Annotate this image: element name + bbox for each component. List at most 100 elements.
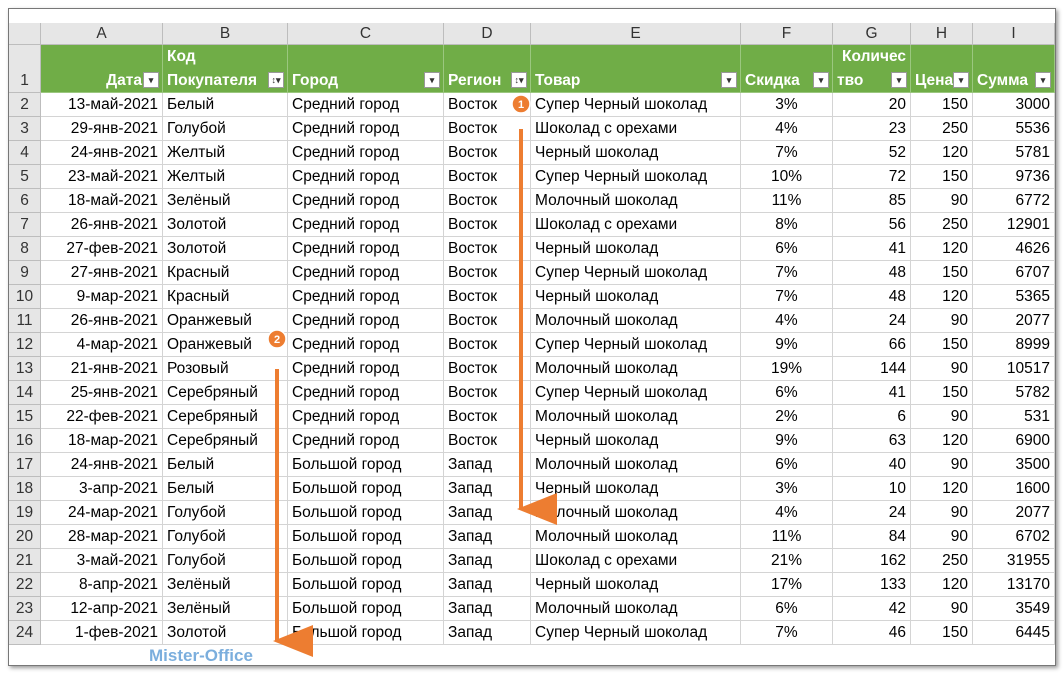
- cell[interactable]: 144: [833, 357, 911, 381]
- cell[interactable]: 90: [911, 357, 973, 381]
- cell[interactable]: Средний город: [288, 261, 444, 285]
- filter-button[interactable]: ▾: [953, 72, 969, 88]
- cell[interactable]: 72: [833, 165, 911, 189]
- cell[interactable]: 11%: [741, 525, 833, 549]
- cell[interactable]: Белый: [163, 453, 288, 477]
- column-header[interactable]: E: [531, 23, 741, 45]
- cell[interactable]: Восток: [444, 381, 531, 405]
- cell[interactable]: 18-май-2021: [41, 189, 163, 213]
- cell[interactable]: 90: [911, 525, 973, 549]
- cell[interactable]: Супер Черный шоколад: [531, 261, 741, 285]
- cell[interactable]: 7%: [741, 285, 833, 309]
- cell[interactable]: 24: [833, 309, 911, 333]
- cell[interactable]: 120: [911, 573, 973, 597]
- cell[interactable]: 2077: [973, 309, 1055, 333]
- row-number[interactable]: 2: [9, 93, 41, 117]
- cell[interactable]: 12-апр-2021: [41, 597, 163, 621]
- cell[interactable]: 3549: [973, 597, 1055, 621]
- cell[interactable]: 3000: [973, 93, 1055, 117]
- cell[interactable]: Черный шоколад: [531, 477, 741, 501]
- cell[interactable]: 2%: [741, 405, 833, 429]
- cell[interactable]: 2077: [973, 501, 1055, 525]
- cell[interactable]: 24: [833, 501, 911, 525]
- cell[interactable]: 6%: [741, 237, 833, 261]
- cell[interactable]: Голубой: [163, 525, 288, 549]
- cell[interactable]: 150: [911, 93, 973, 117]
- cell[interactable]: Зелёный: [163, 573, 288, 597]
- cell[interactable]: Желтый: [163, 165, 288, 189]
- cell[interactable]: Молочный шоколад: [531, 525, 741, 549]
- cell[interactable]: Средний город: [288, 357, 444, 381]
- row-number[interactable]: 17: [9, 453, 41, 477]
- column-header[interactable]: D: [444, 23, 531, 45]
- cell[interactable]: 120: [911, 141, 973, 165]
- cell[interactable]: Средний город: [288, 405, 444, 429]
- cell[interactable]: 23-май-2021: [41, 165, 163, 189]
- cell[interactable]: 250: [911, 549, 973, 573]
- cell[interactable]: Запад: [444, 573, 531, 597]
- cell[interactable]: 6702: [973, 525, 1055, 549]
- filter-button[interactable]: ▾: [424, 72, 440, 88]
- cell[interactable]: 29-янв-2021: [41, 117, 163, 141]
- cell[interactable]: Запад: [444, 477, 531, 501]
- cell[interactable]: 8-апр-2021: [41, 573, 163, 597]
- cell[interactable]: 12901: [973, 213, 1055, 237]
- cell[interactable]: Черный шоколад: [531, 141, 741, 165]
- filter-button[interactable]: ↕▾: [511, 72, 527, 88]
- cell[interactable]: 90: [911, 597, 973, 621]
- cell[interactable]: 13170: [973, 573, 1055, 597]
- cell[interactable]: Красный: [163, 261, 288, 285]
- cell[interactable]: 10%: [741, 165, 833, 189]
- cell[interactable]: 27-фев-2021: [41, 237, 163, 261]
- cell[interactable]: 5536: [973, 117, 1055, 141]
- column-header[interactable]: A: [41, 23, 163, 45]
- cell[interactable]: 9-мар-2021: [41, 285, 163, 309]
- cell[interactable]: Зелёный: [163, 189, 288, 213]
- row-number[interactable]: 4: [9, 141, 41, 165]
- cell[interactable]: 4-мар-2021: [41, 333, 163, 357]
- cell[interactable]: Большой город: [288, 573, 444, 597]
- cell[interactable]: 66: [833, 333, 911, 357]
- column-header[interactable]: H: [911, 23, 973, 45]
- cell[interactable]: 4%: [741, 117, 833, 141]
- cell[interactable]: 6: [833, 405, 911, 429]
- cell[interactable]: 84: [833, 525, 911, 549]
- cell[interactable]: Восток: [444, 237, 531, 261]
- column-header[interactable]: B: [163, 23, 288, 45]
- cell[interactable]: Черный шоколад: [531, 573, 741, 597]
- column-header[interactable]: C: [288, 23, 444, 45]
- cell[interactable]: 90: [911, 501, 973, 525]
- cell[interactable]: Серебряный: [163, 381, 288, 405]
- cell[interactable]: 28-мар-2021: [41, 525, 163, 549]
- cell[interactable]: Черный шоколад: [531, 429, 741, 453]
- cell[interactable]: 18-мар-2021: [41, 429, 163, 453]
- cell[interactable]: 21-янв-2021: [41, 357, 163, 381]
- cell[interactable]: Шоколад с орехами: [531, 213, 741, 237]
- cell[interactable]: Желтый: [163, 141, 288, 165]
- cell[interactable]: Большой город: [288, 621, 444, 645]
- column-header[interactable]: G: [833, 23, 911, 45]
- cell[interactable]: 1-фев-2021: [41, 621, 163, 645]
- cell[interactable]: 31955: [973, 549, 1055, 573]
- cell[interactable]: 13-май-2021: [41, 93, 163, 117]
- cell[interactable]: Запад: [444, 525, 531, 549]
- cell[interactable]: Восток: [444, 309, 531, 333]
- filter-button[interactable]: ↕▾: [268, 72, 284, 88]
- row-number[interactable]: 20: [9, 525, 41, 549]
- cell[interactable]: 5782: [973, 381, 1055, 405]
- cell[interactable]: 150: [911, 621, 973, 645]
- cell[interactable]: Запад: [444, 453, 531, 477]
- cell[interactable]: Золотой: [163, 213, 288, 237]
- cell[interactable]: Белый: [163, 477, 288, 501]
- cell[interactable]: Молочный шоколад: [531, 357, 741, 381]
- cell[interactable]: Средний город: [288, 93, 444, 117]
- cell[interactable]: 120: [911, 429, 973, 453]
- cell[interactable]: 4%: [741, 501, 833, 525]
- cell[interactable]: Большой город: [288, 525, 444, 549]
- cell[interactable]: 10: [833, 477, 911, 501]
- cell[interactable]: Молочный шоколад: [531, 501, 741, 525]
- cell[interactable]: 85: [833, 189, 911, 213]
- cell[interactable]: Запад: [444, 549, 531, 573]
- cell[interactable]: 3-май-2021: [41, 549, 163, 573]
- row-number[interactable]: 10: [9, 285, 41, 309]
